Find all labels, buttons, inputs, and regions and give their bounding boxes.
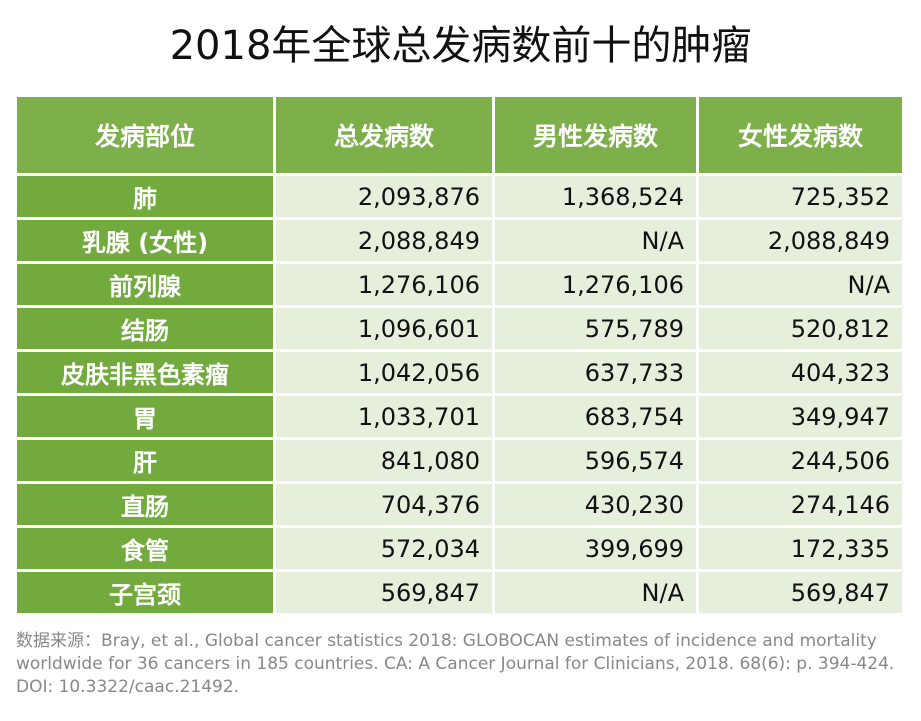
cell-male: 430,230 xyxy=(495,484,696,525)
cell-female: 274,146 xyxy=(699,484,902,525)
cell-female: N/A xyxy=(699,264,902,305)
cell-female: 520,812 xyxy=(699,308,902,349)
cell-site: 乳腺 (女性) xyxy=(17,220,273,261)
table-row: 直肠 704,376 430,230 274,146 xyxy=(17,484,902,525)
table-row: 肺 2,093,876 1,368,524 725,352 xyxy=(17,176,902,217)
cell-male: 1,276,106 xyxy=(495,264,696,305)
cell-site: 子宫颈 xyxy=(17,572,273,613)
table-row: 结肠 1,096,601 575,789 520,812 xyxy=(17,308,902,349)
header-site: 发病部位 xyxy=(17,97,273,173)
cell-female: 725,352 xyxy=(699,176,902,217)
cell-male: N/A xyxy=(495,572,696,613)
cell-total: 1,276,106 xyxy=(276,264,492,305)
cell-male: N/A xyxy=(495,220,696,261)
table-row: 子宫颈 569,847 N/A 569,847 xyxy=(17,572,902,613)
table-row: 前列腺 1,276,106 1,276,106 N/A xyxy=(17,264,902,305)
cell-site: 肝 xyxy=(17,440,273,481)
cell-total: 2,088,849 xyxy=(276,220,492,261)
source-note: 数据来源：Bray, et al., Global cancer statist… xyxy=(16,631,895,697)
cell-total: 569,847 xyxy=(276,572,492,613)
cell-site: 胃 xyxy=(17,396,273,437)
cell-female: 349,947 xyxy=(699,396,902,437)
cell-site: 皮肤非黑色素瘤 xyxy=(17,352,273,393)
cell-total: 2,093,876 xyxy=(276,176,492,217)
cell-total: 1,042,056 xyxy=(276,352,492,393)
cell-total: 841,080 xyxy=(276,440,492,481)
table-row: 乳腺 (女性) 2,088,849 N/A 2,088,849 xyxy=(17,220,902,261)
cell-female: 172,335 xyxy=(699,528,902,569)
cell-site: 食管 xyxy=(17,528,273,569)
header-female: 女性发病数 xyxy=(699,97,902,173)
cell-site: 结肠 xyxy=(17,308,273,349)
cell-female: 569,847 xyxy=(699,572,902,613)
chart-title: 2018年全球总发病数前十的肿瘤 xyxy=(169,23,752,69)
table-row: 皮肤非黑色素瘤 1,042,056 637,733 404,323 xyxy=(17,352,902,393)
cell-female: 404,323 xyxy=(699,352,902,393)
header-male: 男性发病数 xyxy=(495,97,696,173)
cell-total: 572,034 xyxy=(276,528,492,569)
cell-male: 1,368,524 xyxy=(495,176,696,217)
cell-male: 596,574 xyxy=(495,440,696,481)
cell-total: 1,033,701 xyxy=(276,396,492,437)
cell-male: 637,733 xyxy=(495,352,696,393)
cell-female: 244,506 xyxy=(699,440,902,481)
cell-site: 前列腺 xyxy=(17,264,273,305)
cell-total: 1,096,601 xyxy=(276,308,492,349)
cell-female: 2,088,849 xyxy=(699,220,902,261)
cell-site: 直肠 xyxy=(17,484,273,525)
cell-site: 肺 xyxy=(17,176,273,217)
table-row: 食管 572,034 399,699 172,335 xyxy=(17,528,902,569)
cancer-incidence-table: 发病部位 总发病数 男性发病数 女性发病数 肺 2,093,876 1,368,52… xyxy=(14,94,905,616)
cell-male: 575,789 xyxy=(495,308,696,349)
header-row: 发病部位 总发病数 男性发病数 女性发病数 xyxy=(17,97,902,173)
table-row: 胃 1,033,701 683,754 349,947 xyxy=(17,396,902,437)
header-total: 总发病数 xyxy=(276,97,492,173)
table-row: 肝 841,080 596,574 244,506 xyxy=(17,440,902,481)
cell-male: 683,754 xyxy=(495,396,696,437)
cell-total: 704,376 xyxy=(276,484,492,525)
cell-male: 399,699 xyxy=(495,528,696,569)
table-body: 肺 2,093,876 1,368,524 725,352 乳腺 (女性) 2,088,8… xyxy=(17,176,902,613)
